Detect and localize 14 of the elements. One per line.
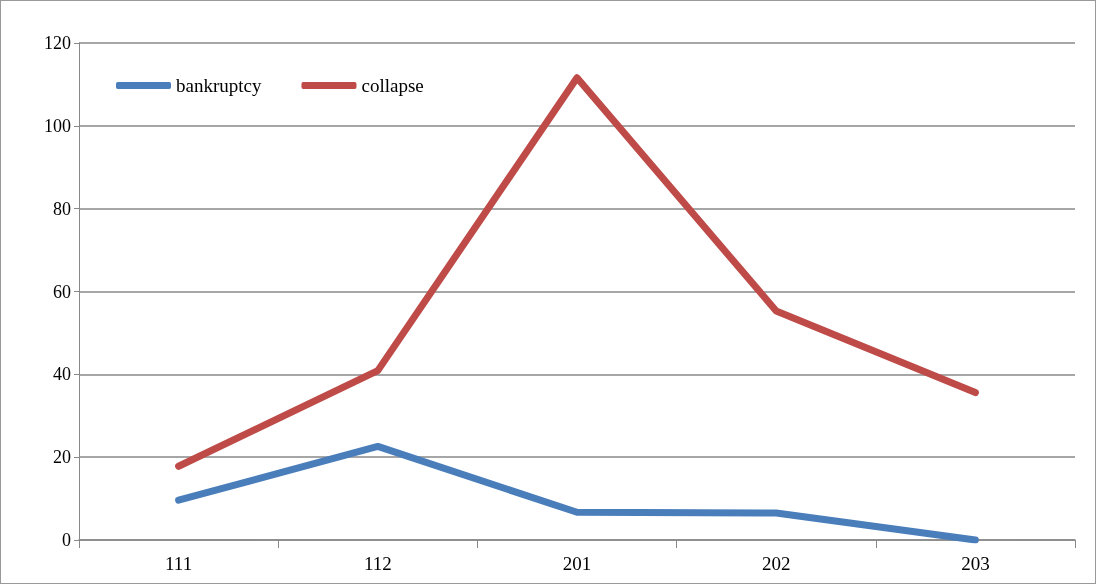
y-tick-label: 80 <box>53 198 71 219</box>
y-tick-label: 20 <box>53 447 71 468</box>
y-tick-label: 120 <box>44 33 71 53</box>
x-tick-label: 112 <box>363 553 392 574</box>
x-tick-label: 201 <box>562 553 592 574</box>
legend-label: bankruptcy <box>176 75 262 96</box>
x-tick-label: 203 <box>961 553 990 574</box>
y-tick-label: 0 <box>62 530 71 550</box>
x-tick-label: 111 <box>165 553 193 574</box>
y-tick-label: 100 <box>44 115 71 136</box>
x-tick-label: 202 <box>761 553 791 574</box>
y-tick-label: 40 <box>53 364 71 385</box>
y-tick-label: 60 <box>53 281 71 302</box>
legend-label: collapse <box>361 75 424 96</box>
